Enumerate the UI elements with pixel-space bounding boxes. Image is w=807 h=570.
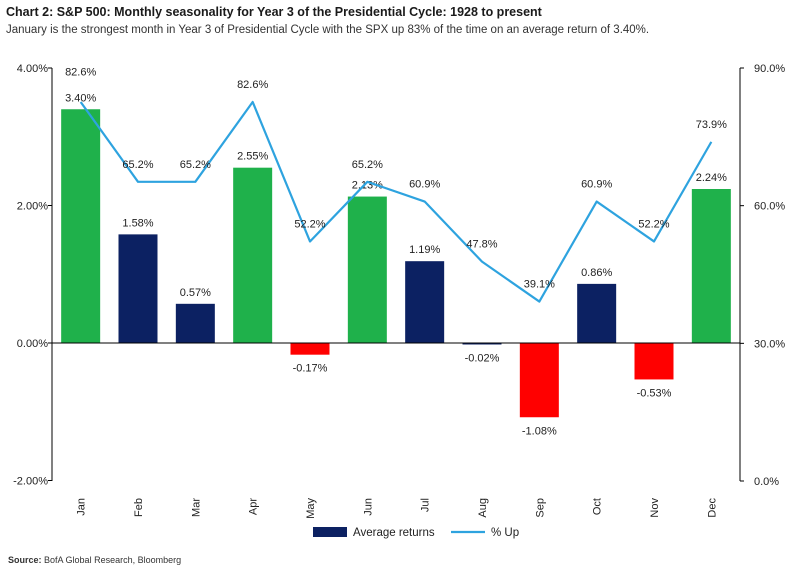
- bar-apr: [233, 167, 273, 343]
- right-tick-label: 60.0%: [754, 201, 785, 213]
- line-label-jun: 65.2%: [352, 159, 383, 171]
- bar-label-sep: -1.08%: [522, 425, 557, 437]
- category-label-dec: Dec: [706, 498, 718, 518]
- line-label-aug: 47.8%: [466, 239, 497, 251]
- line-label-oct: 60.9%: [581, 179, 612, 191]
- bar-label-feb: 1.58%: [122, 217, 153, 229]
- source-note: Source: BofA Global Research, Bloomberg: [8, 555, 181, 565]
- source-text: BofA Global Research, Bloomberg: [44, 555, 182, 565]
- line-label-nov: 52.2%: [638, 218, 669, 230]
- category-label-nov: Nov: [649, 498, 661, 518]
- left-tick-label: -2.00%: [13, 476, 48, 488]
- bar-may: [290, 343, 330, 355]
- category-label-aug: Aug: [477, 498, 489, 518]
- category-label-sep: Sep: [534, 498, 546, 518]
- right-tick-label: 90.0%: [754, 63, 785, 75]
- legend-label-average-returns: Average returns: [353, 527, 435, 539]
- category-label-oct: Oct: [592, 498, 604, 515]
- line-series: [79, 100, 713, 303]
- line-label-feb: 65.2%: [122, 159, 153, 171]
- bar-label-nov: -0.53%: [637, 387, 672, 399]
- legend-label-pct-up: % Up: [491, 527, 519, 539]
- bar-value-labels: 3.40%1.58%0.57%2.55%-0.17%2.13%1.19%-0.0…: [65, 92, 727, 437]
- bar-mar: [175, 303, 215, 343]
- line-label-jan: 82.6%: [65, 66, 96, 78]
- bar-jul: [405, 261, 445, 343]
- chart-axes: -2.00% 0.00% 2.00% 4.00% 0.0% 30.0% 60.0% 90.0%…: [13, 63, 785, 519]
- category-label-apr: Apr: [248, 498, 260, 515]
- bar-feb: [118, 234, 158, 343]
- left-tick-label: 2.00%: [17, 201, 48, 213]
- bar-label-apr: 2.55%: [237, 151, 268, 163]
- line-label-jul: 60.9%: [409, 179, 440, 191]
- pct-up-line: [79, 100, 713, 303]
- bar-jan: [61, 109, 101, 343]
- left-tick-label: 0.00%: [17, 338, 48, 350]
- right-tick-label: 30.0%: [754, 338, 785, 350]
- left-tick-label: 4.00%: [17, 63, 48, 75]
- bar-label-jan: 3.40%: [65, 92, 96, 104]
- right-tick-label: 0.0%: [754, 476, 779, 488]
- bar-label-oct: 0.86%: [581, 267, 612, 279]
- category-label-may: May: [305, 498, 317, 519]
- category-label-jan: Jan: [76, 498, 88, 516]
- bar-nov: [634, 343, 674, 380]
- bar-aug: [462, 343, 502, 345]
- bar-oct: [577, 283, 617, 343]
- line-label-dec: 73.9%: [696, 119, 727, 131]
- category-label-feb: Feb: [133, 498, 145, 517]
- category-label-jun: Jun: [362, 498, 374, 516]
- line-value-labels: 82.6% 65.2% 65.2% 82.6% 52.2% 65.2% 60.9% 47.8%…: [65, 66, 727, 290]
- bar-label-jul: 1.19%: [409, 244, 440, 256]
- category-label-mar: Mar: [190, 498, 202, 517]
- bar-label-mar: 0.57%: [180, 287, 211, 299]
- bar-label-dec: 2.24%: [696, 172, 727, 184]
- chart-subtitle: January is the strongest month in Year 3…: [6, 24, 650, 36]
- bar-series: [61, 109, 731, 418]
- chart-legend: Average returns % Up: [313, 527, 519, 539]
- legend-swatch-average-returns: [313, 527, 347, 537]
- line-label-may: 52.2%: [294, 218, 325, 230]
- bar-label-may: -0.17%: [293, 363, 328, 375]
- line-label-sep: 39.1%: [524, 279, 555, 291]
- bar-label-aug: -0.02%: [465, 352, 500, 364]
- chart-title: Chart 2: S&P 500: Monthly seasonality fo…: [6, 5, 542, 19]
- bar-jun: [347, 196, 387, 343]
- line-label-apr: 82.6%: [237, 79, 268, 91]
- category-label-jul: Jul: [420, 498, 432, 512]
- bar-dec: [691, 189, 731, 343]
- bar-sep: [519, 343, 559, 418]
- line-label-mar: 65.2%: [180, 159, 211, 171]
- source-label: Source:: [8, 555, 42, 565]
